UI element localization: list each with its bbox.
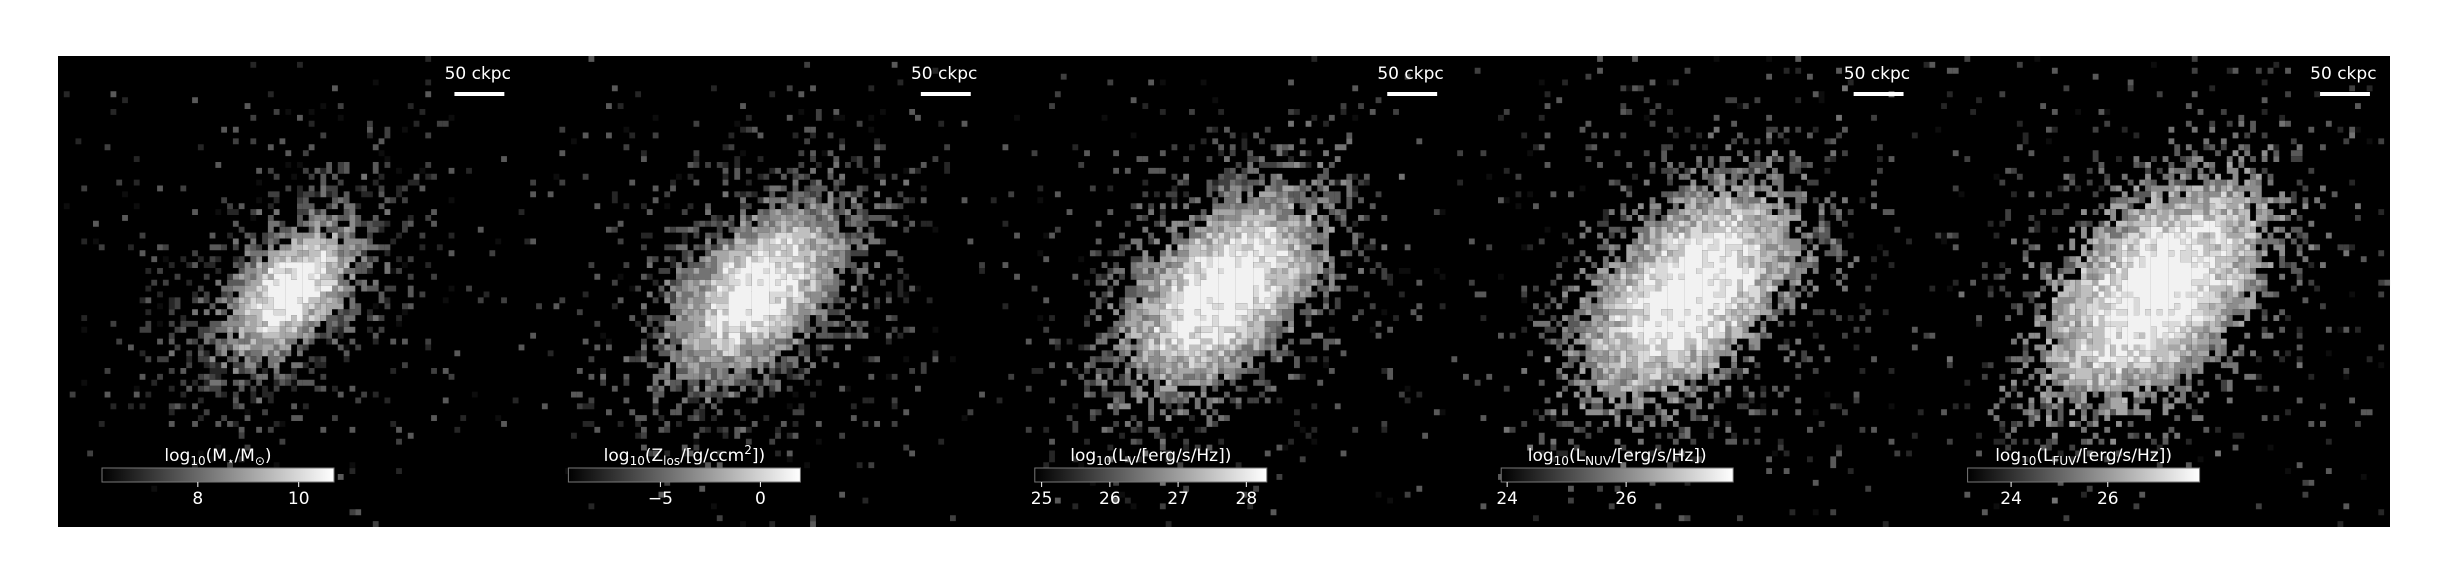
panel: 50 ckpc log10(LFUV/[erg/s/Hz]) 24 26 bbox=[1923, 56, 2391, 527]
label-part: (M bbox=[206, 446, 227, 466]
pixel-layer bbox=[664, 203, 846, 380]
scalebar-label: 50 ckpc bbox=[1377, 64, 1443, 84]
pixel-layer bbox=[1119, 185, 1335, 392]
label-part: log bbox=[604, 446, 630, 466]
pixel-layer bbox=[1503, 85, 1895, 480]
pixel-layer bbox=[209, 209, 368, 374]
label-part: 10 bbox=[190, 454, 205, 468]
label-part: /M bbox=[234, 446, 254, 466]
colorbar bbox=[567, 467, 801, 483]
colorbar-tick-label: −5 bbox=[648, 489, 673, 509]
label-part: log bbox=[1070, 446, 1096, 466]
label-part: log bbox=[164, 446, 190, 466]
pixel-layer bbox=[1923, 56, 2385, 522]
colorbar bbox=[1500, 467, 1734, 483]
label-part: NUV bbox=[1585, 454, 1612, 468]
scalebar-label: 50 ckpc bbox=[911, 64, 977, 84]
colorbar-label: log10(LFUV/[erg/s/Hz]) bbox=[1995, 446, 2172, 468]
colorbar-label: log10(LV/[erg/s/Hz]) bbox=[1070, 446, 1231, 468]
colorbar-tick-label: 10 bbox=[288, 489, 310, 509]
pixel-layer bbox=[705, 238, 805, 345]
label-part: ]) bbox=[752, 446, 765, 466]
label-part: 2 bbox=[744, 443, 752, 457]
pixel-layer bbox=[705, 226, 816, 357]
pixel-layer bbox=[69, 103, 507, 527]
colorbar-tick-label: 26 bbox=[2097, 489, 2119, 509]
pixel-layer bbox=[1066, 120, 1405, 486]
colorbar bbox=[1034, 467, 1268, 483]
colorbar-tick-label: 0 bbox=[755, 489, 766, 509]
label-part: ⊙ bbox=[255, 454, 265, 468]
label-part: log bbox=[1528, 446, 1554, 466]
colorbar-tick-label: 24 bbox=[1496, 489, 1518, 509]
colorbar-tick-label: 25 bbox=[1031, 489, 1053, 509]
pixel-layer bbox=[227, 220, 356, 357]
pixel-layer bbox=[256, 250, 333, 333]
pixel-layer bbox=[1095, 162, 1347, 421]
colorbar-tick-label: 27 bbox=[1167, 489, 1189, 509]
pixel-layer bbox=[1457, 67, 1901, 522]
panel: 50 ckpc log10(LNUV/[erg/s/Hz]) 24 26 bbox=[1457, 56, 1924, 527]
label-part: V bbox=[1128, 454, 1137, 468]
label-part: /[erg/s/Hz]) bbox=[2076, 446, 2172, 466]
label-part: (L bbox=[1569, 446, 1586, 466]
colorbar-tick-label: 28 bbox=[1236, 489, 1258, 509]
pixel-layer bbox=[1544, 150, 1837, 427]
panel: 50 ckpc log10(Zlos/[g/ccm2]) −5 0 bbox=[524, 56, 985, 527]
pixel-layer bbox=[658, 191, 869, 404]
pixel-layer bbox=[1130, 203, 1312, 386]
pixel-layer bbox=[238, 232, 350, 351]
scalebar-label: 50 ckpc bbox=[445, 64, 511, 84]
pixel-layer bbox=[2081, 215, 2233, 374]
pixel-layer bbox=[1999, 144, 2315, 445]
colorbar-tick-label: 26 bbox=[1615, 489, 1637, 509]
pixel-layer bbox=[1585, 191, 1790, 392]
label-part: (L bbox=[2036, 446, 2053, 466]
label-part: 10 bbox=[1554, 454, 1569, 468]
pixel-layer bbox=[1154, 226, 1289, 351]
colorbar-label: log10(LNUV/[erg/s/Hz]) bbox=[1528, 446, 1707, 468]
label-part: FUV bbox=[2053, 454, 2078, 468]
pixel-layer bbox=[1568, 173, 1813, 416]
colorbar-label: log10(M⋆/M⊙) bbox=[164, 446, 271, 468]
label-part: /[g/ccm bbox=[680, 446, 744, 466]
scalebar-label: 50 ckpc bbox=[2310, 64, 2376, 84]
label-part: los bbox=[663, 454, 680, 468]
label-part: /[erg/s/Hz]) bbox=[1136, 446, 1232, 466]
colorbar-tick-label: 24 bbox=[2000, 489, 2022, 509]
pixel-layer bbox=[1614, 215, 1761, 357]
pixel-layer bbox=[2034, 162, 2286, 427]
pixel-layer bbox=[2046, 185, 2268, 404]
label-part: ⋆ bbox=[227, 454, 235, 468]
pixel-layer bbox=[63, 56, 525, 474]
label-part: log bbox=[1995, 446, 2021, 466]
colorbar bbox=[101, 467, 335, 483]
panel: 50 ckpc log10(LV/[erg/s/Hz]) 25 26 27 28 bbox=[990, 56, 1458, 527]
label-part: 10 bbox=[2021, 454, 2036, 468]
colorbar-label: log10(Zlos/[g/ccm2]) bbox=[604, 443, 765, 468]
colorbar bbox=[1967, 467, 2201, 483]
label-part: (Z bbox=[645, 446, 663, 466]
label-part: ) bbox=[265, 446, 272, 466]
label-part: (L bbox=[1111, 446, 1128, 466]
colorbar-tick-label: 8 bbox=[192, 489, 203, 509]
label-part: 10 bbox=[1096, 454, 1111, 468]
label-part: /[erg/s/Hz]) bbox=[1611, 446, 1707, 466]
label-part: 10 bbox=[630, 454, 645, 468]
scalebar-label: 50 ckpc bbox=[1844, 64, 1910, 84]
colorbar-tick-label: 26 bbox=[1099, 489, 1121, 509]
pixel-layer bbox=[1002, 79, 1458, 516]
